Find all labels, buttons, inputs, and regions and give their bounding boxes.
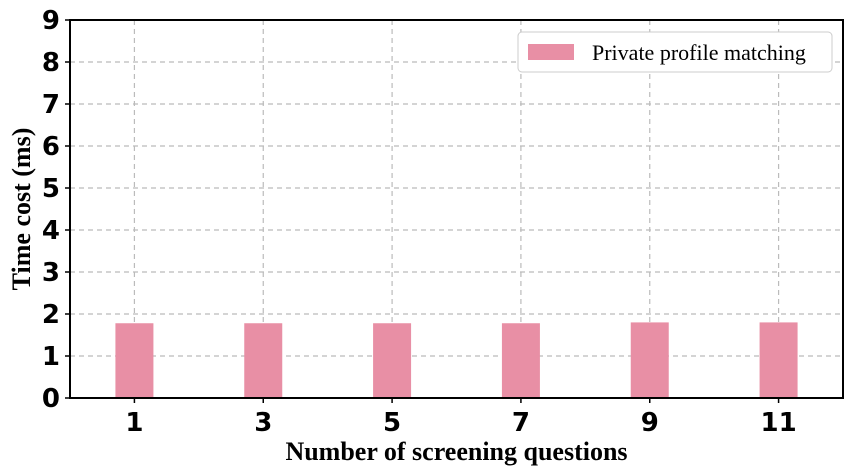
grid-lines [70, 19, 843, 399]
bar [630, 322, 669, 398]
y-tick-label: 4 [42, 216, 60, 246]
y-tick-labels: 0 1 2 3 4 5 6 7 8 9 [42, 6, 70, 414]
y-tick-label: 0 [42, 384, 60, 414]
plot-frame [69, 19, 844, 399]
bar [501, 323, 540, 398]
y-axis-title: Time cost (ms) [7, 128, 36, 291]
x-axis-title: Number of screening questions [285, 437, 627, 466]
legend-box [517, 31, 833, 73]
x-tick-label: 3 [254, 408, 272, 438]
y-tick-label: 3 [42, 258, 60, 288]
y-tick-label: 7 [42, 90, 60, 120]
x-tick-label: 9 [641, 408, 659, 438]
y-tick-label: 9 [42, 6, 60, 36]
bar [244, 323, 283, 398]
y-tick-label: 8 [42, 48, 60, 78]
x-tick-label: 1 [125, 408, 143, 438]
x-tick-label: 7 [512, 408, 530, 438]
y-tick-label: 6 [42, 132, 60, 162]
legend-label: Private profile matching [592, 40, 806, 65]
x-tick-labels: 1 3 5 7 9 11 [125, 398, 797, 438]
bar [373, 323, 412, 398]
bar [115, 323, 154, 398]
y-tick-label: 5 [42, 174, 60, 204]
bar [759, 322, 798, 398]
x-tick-label: 5 [383, 408, 401, 438]
legend-swatch [528, 44, 574, 60]
y-tick-label: 1 [42, 342, 60, 372]
legend: Private profile matching [517, 31, 833, 73]
x-tick-label: 11 [760, 408, 796, 438]
y-tick-label: 2 [42, 300, 60, 330]
bars [115, 322, 798, 398]
